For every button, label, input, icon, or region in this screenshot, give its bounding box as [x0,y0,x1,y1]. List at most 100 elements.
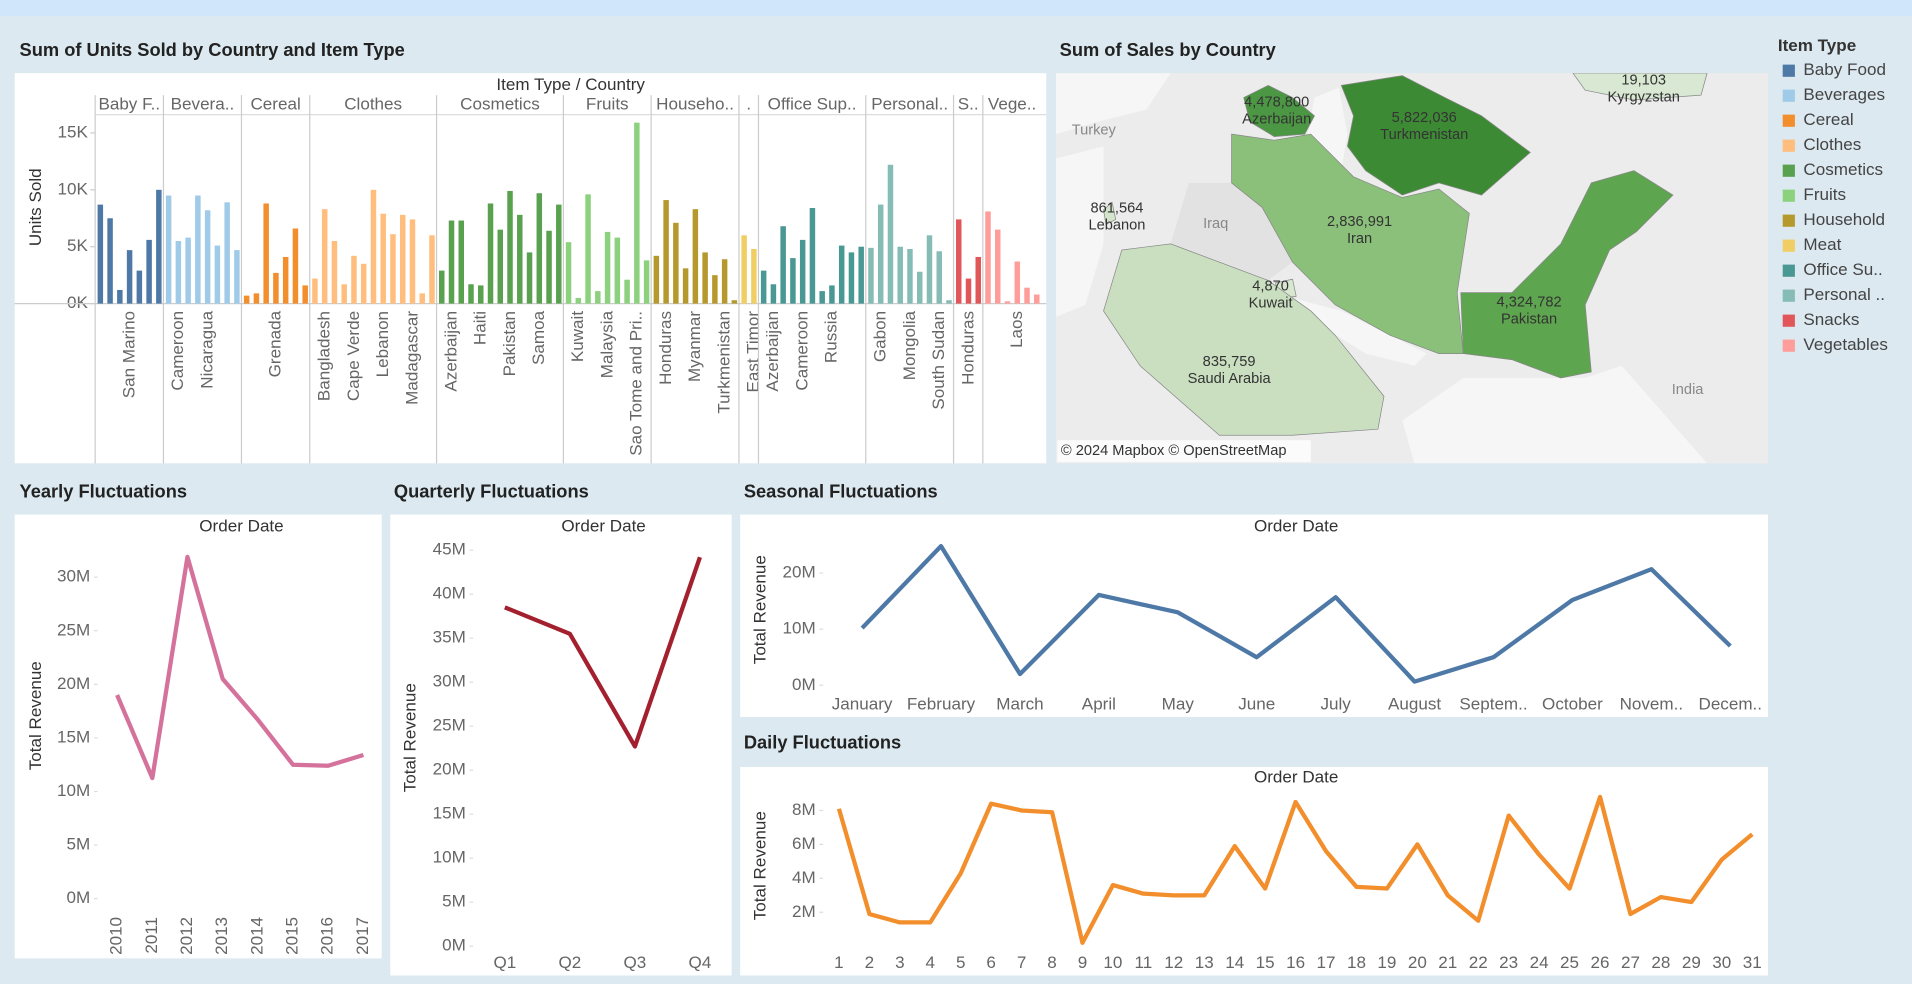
line [115,554,365,781]
bar [409,219,416,304]
bar [185,237,191,304]
attribution-bg [1057,440,1311,463]
x-tick-label: July [1320,694,1351,713]
x-tick-label: 16 [1286,953,1305,972]
bar [682,268,689,304]
x-tick-label: Mongolia [900,310,919,380]
x-tick-label: 17 [1317,953,1336,972]
y-tick-label: 4M [792,868,816,887]
sea [1055,146,1104,318]
chart-title: Sum of Sales by Country [1060,39,1277,60]
bar [497,229,504,304]
legend-label: Meat [1803,235,1841,254]
x-tick-label: 24 [1530,953,1549,972]
x-tick-label: Azerbaijan [441,311,460,392]
x-tick-label: August [1388,694,1441,713]
bar [526,252,533,304]
x-tick-label: Cape Verde [344,311,363,401]
x-tick-label: 23 [1499,953,1518,972]
bar [1024,287,1030,304]
x-tick-label: Kuwait [568,311,587,362]
column-header: Order Date [199,516,283,535]
y-tick-label: 0M [442,936,466,955]
legend-swatch [1782,264,1795,277]
country [1103,243,1385,436]
bar [868,247,874,304]
x-tick-label: East Timor [744,311,763,393]
country [1460,170,1674,379]
country [1340,75,1531,196]
x-tick-label: January [832,694,893,713]
bar [536,193,543,304]
y-tick-label: 5M [67,835,91,854]
bar [341,284,347,304]
x-tick-label: Madagascar [402,311,421,405]
x-tick-label: 28 [1651,953,1670,972]
x-tick-label: 8 [1047,953,1057,972]
bar [858,246,864,304]
bar [263,203,269,304]
x-tick-label: 4 [926,953,936,972]
bar [760,270,767,304]
x-tick-label: 2011 [142,917,161,954]
x-tick-label: Myanmar [685,311,704,382]
bar [517,214,523,304]
sea [1402,365,1708,464]
x-tick-label: 2016 [318,917,337,955]
column-header: Order Date [1254,767,1338,786]
country-value: 4,478,800 [1244,94,1309,110]
bar [126,250,133,304]
y-tick-label: 0M [792,675,816,694]
y-tick-label: 6M [792,834,816,853]
bar [165,195,172,304]
y-tick-label: 25M [57,620,90,639]
bar [195,195,201,304]
chart-title: Sum of Units Sold by Country and Item Ty… [20,39,405,60]
y-tick-label: 8M [792,800,816,819]
bar [380,213,386,304]
bar [692,209,699,304]
group-header: Fruits [586,94,629,113]
x-tick-label: Honduras [656,311,675,385]
x-tick-label: Turkmenistan [714,311,733,414]
x-tick-label: 2013 [212,917,231,955]
y-tick-label: 20M [57,674,90,693]
x-tick-label: 11 [1135,953,1153,972]
bar [916,271,923,304]
bar [702,252,708,304]
x-tick-label: 2012 [177,917,196,955]
bar [1034,294,1040,304]
bar [848,252,855,304]
map-countries [1103,73,1708,436]
country [1572,73,1708,101]
x-tick-label: Malaysia [597,310,616,378]
country-name: Iran [1347,231,1372,247]
x-tick-label: Haiti [471,311,490,345]
bar [312,278,318,304]
y-tick-label: 10M [433,848,466,867]
bar [439,270,445,304]
bar [136,270,143,304]
bar [965,278,972,304]
x-tick-label: 12 [1164,953,1183,972]
bar [634,122,640,304]
country-value: 19,103 [1621,72,1666,88]
x-tick-label: Novem.. [1620,694,1684,713]
x-tick-label: Q1 [493,953,516,972]
bar [507,190,513,304]
legend-swatch [1782,239,1795,252]
x-tick-label: 3 [895,953,905,972]
x-tick-label: 19 [1377,953,1396,972]
y-tick-label: 20M [433,760,466,779]
bar [907,248,913,304]
legend-label: Beverages [1803,85,1885,104]
bar [458,220,464,304]
bar [829,285,835,304]
legend-swatch [1782,164,1795,177]
bar [390,234,396,304]
country-name: Saudi Arabia [1188,371,1272,387]
x-tick-label: 9 [1078,953,1088,972]
bar [117,289,123,304]
x-tick-label: 1 [834,953,843,972]
